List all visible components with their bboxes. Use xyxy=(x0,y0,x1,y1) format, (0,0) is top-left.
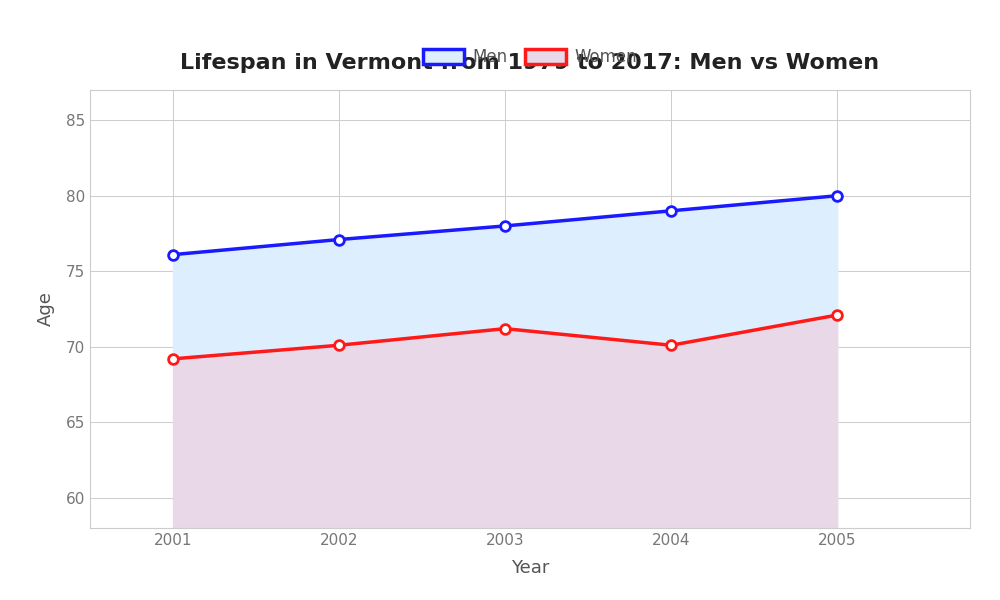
Title: Lifespan in Vermont from 1979 to 2017: Men vs Women: Lifespan in Vermont from 1979 to 2017: M… xyxy=(180,53,880,73)
Y-axis label: Age: Age xyxy=(37,292,55,326)
Legend: Men, Women: Men, Women xyxy=(416,41,644,73)
X-axis label: Year: Year xyxy=(511,559,549,577)
